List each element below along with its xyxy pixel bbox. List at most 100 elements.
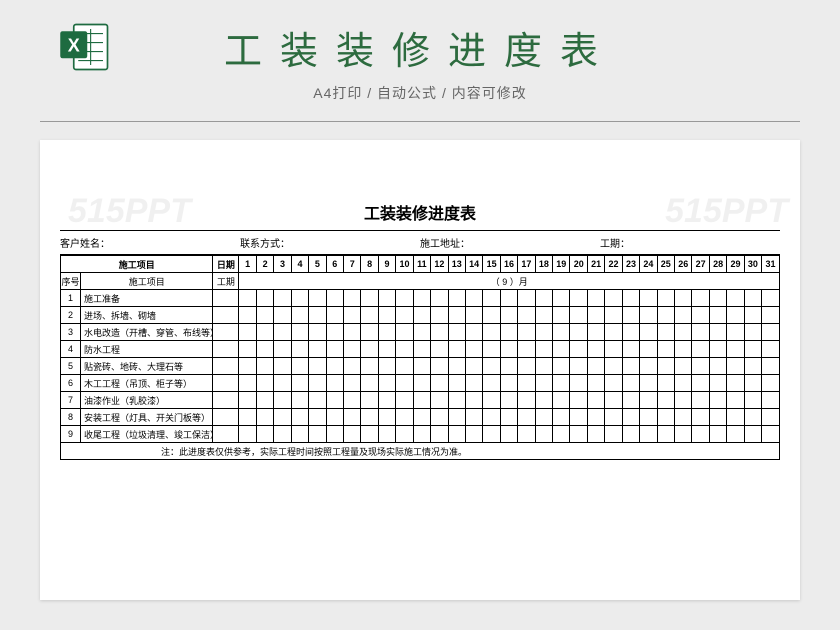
cell-day — [762, 341, 780, 358]
cell-day — [309, 307, 326, 324]
cell-day — [709, 341, 726, 358]
cell-day — [553, 375, 570, 392]
cell-day — [570, 409, 587, 426]
cell-day — [309, 324, 326, 341]
th-d18: 18 — [535, 256, 552, 273]
cell-day — [570, 341, 587, 358]
table-body: 1施工准备2进场、拆墙、砌墙3水电改造（开槽、穿管、布线等）4防水工程5贴瓷砖、… — [61, 290, 780, 443]
cell-duration — [213, 375, 239, 392]
cell-day — [762, 375, 780, 392]
main-title: 工装装修进度表 — [0, 20, 840, 75]
cell-day — [727, 375, 744, 392]
cell-day — [256, 409, 273, 426]
header-divider — [40, 121, 800, 122]
cell-day — [744, 290, 761, 307]
cell-day — [535, 341, 552, 358]
cell-day — [291, 341, 308, 358]
cell-day — [378, 324, 395, 341]
info-row: 客户姓名： 联系方式： 施工地址： 工期： — [60, 230, 780, 255]
cell-day — [535, 358, 552, 375]
cell-item: 木工工程（吊顶、柜子等） — [81, 375, 213, 392]
cell-day — [309, 392, 326, 409]
cell-day — [274, 409, 291, 426]
cell-day — [256, 375, 273, 392]
cell-day — [744, 358, 761, 375]
th-d4: 4 — [291, 256, 308, 273]
th-d29: 29 — [727, 256, 744, 273]
cell-day — [239, 341, 256, 358]
th-d5: 5 — [309, 256, 326, 273]
cell-day — [326, 426, 343, 443]
cell-day — [326, 341, 343, 358]
cell-seq: 4 — [61, 341, 81, 358]
th-d1: 1 — [239, 256, 256, 273]
cell-day — [378, 375, 395, 392]
cell-item: 收尾工程（垃圾清理、竣工保洁） — [81, 426, 213, 443]
cell-day — [344, 290, 361, 307]
note-row: 注：此进度表仅供参考，实际工程时间按照工程量及现场实际施工情况为准。 — [61, 443, 780, 460]
table-row: 9收尾工程（垃圾清理、竣工保洁） — [61, 426, 780, 443]
cell-day — [640, 392, 657, 409]
cell-day — [727, 307, 744, 324]
cell-day — [657, 324, 674, 341]
cell-day — [657, 426, 674, 443]
cell-day — [727, 392, 744, 409]
cell-day — [396, 358, 413, 375]
cell-day — [396, 341, 413, 358]
cell-seq: 9 — [61, 426, 81, 443]
cell-day — [605, 358, 622, 375]
cell-day — [553, 290, 570, 307]
cell-day — [344, 358, 361, 375]
cell-seq: 6 — [61, 375, 81, 392]
cell-item: 安装工程（灯具、开关门板等） — [81, 409, 213, 426]
cell-day — [413, 375, 430, 392]
cell-day — [762, 290, 780, 307]
cell-day — [344, 426, 361, 443]
cell-day — [361, 324, 378, 341]
cell-duration — [213, 392, 239, 409]
cell-day — [483, 375, 500, 392]
cell-day — [622, 426, 639, 443]
cell-day — [692, 375, 709, 392]
cell-day — [239, 375, 256, 392]
cell-item: 防水工程 — [81, 341, 213, 358]
cell-day — [727, 426, 744, 443]
cell-day — [326, 290, 343, 307]
cell-day — [657, 307, 674, 324]
cell-day — [256, 358, 273, 375]
cell-day — [344, 341, 361, 358]
cell-day — [239, 392, 256, 409]
duration-label: 工期： — [600, 235, 780, 250]
cell-day — [361, 375, 378, 392]
cell-day — [291, 358, 308, 375]
cell-day — [744, 426, 761, 443]
cell-day — [587, 375, 604, 392]
cell-day — [570, 375, 587, 392]
table-row: 7油漆作业（乳胶漆） — [61, 392, 780, 409]
cell-day — [587, 409, 604, 426]
cell-day — [326, 409, 343, 426]
cell-day — [291, 290, 308, 307]
cell-day — [309, 409, 326, 426]
cell-day — [483, 290, 500, 307]
cell-day — [727, 409, 744, 426]
cell-day — [553, 409, 570, 426]
cell-day — [483, 307, 500, 324]
table-row: 4防水工程 — [61, 341, 780, 358]
th-d7: 7 — [344, 256, 361, 273]
sheet-title: 工装装修进度表 — [60, 200, 780, 224]
cell-day — [256, 426, 273, 443]
cell-item: 进场、拆墙、砌墙 — [81, 307, 213, 324]
cell-day — [256, 392, 273, 409]
cell-day — [605, 324, 622, 341]
cell-day — [675, 409, 692, 426]
th-d23: 23 — [622, 256, 639, 273]
cell-day — [535, 375, 552, 392]
th-d16: 16 — [500, 256, 517, 273]
cell-day — [640, 409, 657, 426]
cell-day — [500, 426, 517, 443]
cell-day — [553, 324, 570, 341]
cell-duration — [213, 409, 239, 426]
cell-day — [692, 324, 709, 341]
page-header: X 工装装修进度表 A4打印 / 自动公式 / 内容可修改 — [0, 0, 840, 115]
